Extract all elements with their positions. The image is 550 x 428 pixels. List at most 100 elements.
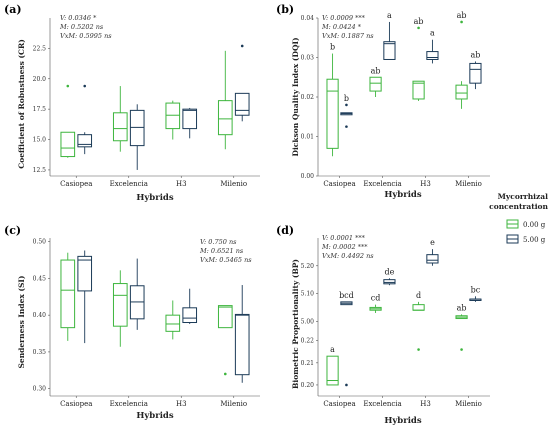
x-tick-label: Excelencia	[363, 400, 401, 408]
box-iqr	[77, 255, 93, 292]
box-iqr	[217, 100, 233, 136]
box-500g-0	[77, 84, 93, 155]
stat-mycorrhiza: M: 0.6521 ns	[199, 247, 244, 255]
box-500g-1	[383, 278, 396, 286]
y-tick-label: 0.45	[33, 275, 47, 282]
x-tick-label: Excelencia	[363, 180, 401, 188]
y-tick-label: 0.50	[33, 239, 47, 246]
legend-label: 0.00 g	[523, 221, 546, 229]
box-500g-2	[182, 107, 198, 139]
box-iqr	[112, 112, 128, 142]
y-tick-label: 0.21	[301, 360, 314, 367]
outlier-point	[83, 84, 87, 88]
x-tick-label: H3	[420, 180, 431, 188]
y-axis-label: Senderness Index (SI)	[17, 276, 26, 369]
outlier-point	[240, 44, 244, 48]
panel-label: (b)	[276, 3, 294, 16]
outlier-point	[345, 125, 348, 128]
y-tick-label: 5.20	[301, 263, 315, 270]
panel-a: (a) Coefficient of Robustness (CR) Hybri…	[4, 3, 260, 203]
significance-letter: ab	[371, 66, 381, 75]
y-tick-label: 15.0	[33, 137, 47, 144]
box-iqr	[383, 279, 396, 285]
box-000g-0	[326, 53, 339, 157]
box-iqr	[77, 134, 93, 148]
outlier-point	[417, 348, 420, 351]
outlier-point	[460, 20, 463, 24]
box-000g-0	[60, 252, 76, 341]
box-000g-0	[326, 355, 339, 386]
significance-letter: bc	[471, 285, 481, 294]
significance-letter: d	[416, 291, 421, 300]
box-000g-2	[412, 26, 425, 101]
outlier-point	[66, 84, 70, 88]
stat-mycorrhiza: M: 0.0002 ***	[321, 243, 368, 251]
box-000g-3	[217, 50, 233, 150]
x-tick-label: Milenio	[455, 400, 482, 408]
box-000g-3	[455, 20, 468, 109]
box-500g-1	[383, 21, 396, 60]
box-iqr	[182, 108, 198, 130]
box-000g-2	[165, 300, 181, 340]
box-500g-2	[426, 39, 439, 64]
x-tick-label: Excelencia	[110, 180, 148, 188]
legend-title-line1: Mycorrhizal	[498, 192, 549, 201]
significance-letter: a	[430, 29, 435, 38]
box-500g-1	[129, 104, 145, 170]
stat-mycorrhiza: M: 0.0424 *	[321, 23, 362, 31]
significance-letter: e	[430, 238, 435, 247]
panel-b: (b) Dickson Quality Index (DQI) Hybrids …	[276, 3, 490, 200]
x-tick-label: Casiopea	[60, 180, 92, 188]
box-iqr	[412, 304, 425, 311]
stat-mycorrhiza: M: 0.5202 ns	[59, 23, 104, 31]
significance-letter: de	[385, 267, 395, 276]
box-000g-1	[112, 86, 128, 152]
y-tick-label: 5.10	[301, 291, 315, 298]
outlier-point	[460, 348, 463, 351]
outlier-point	[223, 372, 227, 376]
x-tick-label: Milenio	[220, 180, 247, 188]
x-tick-label: Excelencia	[110, 400, 148, 408]
significance-letter: ab	[414, 17, 424, 26]
y-tick-label: 20.0	[33, 76, 47, 83]
y-axis-label: Dickson Quality Index (DQI)	[291, 37, 300, 156]
panel-d: (d) Biometric Proportionality (BP) Hybri…	[276, 224, 490, 426]
box-000g-3	[455, 314, 468, 351]
box-000g-2	[165, 100, 181, 140]
box-iqr	[326, 78, 339, 149]
y-tick-label: 0.22	[301, 338, 315, 345]
box-500g-2	[426, 249, 439, 266]
box-iqr	[165, 102, 181, 130]
stat-interaction: VxM: 0.5995 ns	[60, 32, 112, 40]
x-tick-label: H3	[176, 400, 187, 408]
legend-entry-0: 0.00 g	[506, 219, 546, 229]
significance-letter: ab	[457, 303, 467, 312]
x-tick-label: Casiopea	[323, 400, 355, 408]
legend: Mycorrhizal concentration 0.00 g 5.00 g	[489, 192, 548, 244]
box-500g-3	[234, 285, 250, 383]
box-iqr	[165, 314, 181, 332]
outlier-point	[417, 26, 420, 30]
box-000g-1	[112, 270, 128, 347]
significance-letter: b	[330, 43, 335, 52]
y-axis-label: Biometric Proportionality (BP)	[291, 259, 300, 389]
box-500g-3	[234, 44, 250, 122]
significance-letter: ab	[457, 11, 467, 20]
outlier-point	[345, 103, 348, 107]
panel-label: (d)	[276, 224, 294, 237]
significance-letter: b	[344, 94, 349, 103]
stat-interaction: VxM: 0.5465 ns	[200, 256, 252, 264]
x-tick-label: Milenio	[455, 180, 482, 188]
panel-c: (c) Senderness Index (SI) Hybrids V: 0.7…	[4, 224, 260, 421]
y-tick-label: 17.5	[33, 106, 47, 113]
box-000g-0	[60, 84, 76, 158]
stat-interaction: VxM: 0.4492 ns	[322, 252, 374, 260]
box-iqr	[369, 76, 382, 92]
significance-letter: a	[387, 11, 392, 20]
box-iqr	[217, 305, 233, 329]
box-iqr	[60, 259, 76, 329]
stat-variety: V: 0.0009 ***	[322, 14, 366, 22]
stat-variety: V: 0.0346 *	[60, 14, 97, 22]
box-iqr	[455, 84, 468, 100]
box-000g-3	[217, 305, 233, 376]
